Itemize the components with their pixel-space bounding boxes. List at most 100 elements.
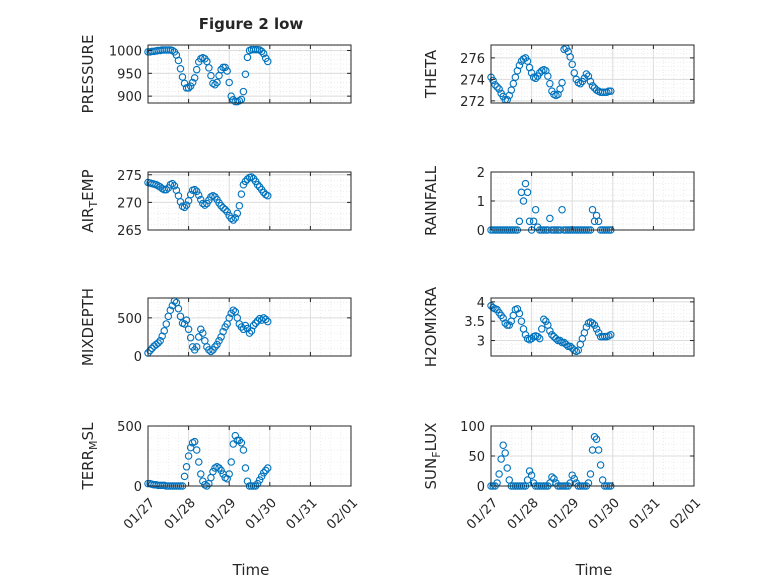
data-point [170, 182, 179, 190]
data-point [594, 329, 603, 337]
data-point [162, 320, 171, 328]
y-tick-label: 0 [477, 224, 485, 239]
series-markers [144, 45, 272, 106]
y-axis-label: AIRTEMP [79, 169, 100, 232]
data-point [495, 470, 503, 478]
data-point [229, 306, 238, 314]
data-point [199, 477, 207, 485]
data-point [223, 208, 231, 216]
data-point [607, 330, 615, 339]
data-point [239, 325, 248, 334]
data-point [223, 67, 231, 75]
x-tick-label: 01/29 [202, 496, 239, 533]
data-point [525, 217, 534, 226]
y-tick-label: 2 [477, 166, 485, 181]
y-tick-label: 4 [477, 296, 485, 311]
data-point [537, 325, 546, 333]
data-point [190, 74, 199, 82]
x-tick-label: 01/31 [626, 496, 663, 533]
subplot-terr_msl: 0 500 01/27 01/28 01/29 01/30 01/31 02/01 TERRMS… [79, 420, 361, 533]
data-point [231, 431, 240, 440]
x-tick-label: 01/28 [505, 496, 542, 533]
data-point [521, 179, 530, 188]
data-point [211, 343, 219, 351]
data-point [533, 332, 542, 341]
data-point [211, 80, 219, 89]
data-point [550, 475, 558, 483]
data-point [523, 476, 532, 484]
data-point [245, 329, 254, 337]
data-point [176, 312, 185, 321]
series-markers [144, 431, 272, 490]
series-markers [487, 301, 615, 356]
data-point [190, 437, 199, 446]
data-point [203, 57, 211, 66]
data-point [570, 69, 578, 77]
x-axis-label-left: Time [232, 561, 270, 579]
data-point [511, 73, 520, 81]
data-point [264, 57, 272, 66]
data-point [184, 84, 193, 92]
y-tick-label: 275 [117, 169, 142, 184]
data-point [568, 471, 576, 479]
data-point [564, 342, 572, 351]
data-point [152, 340, 160, 349]
data-point [253, 479, 262, 488]
data-point [241, 70, 250, 78]
data-point [180, 320, 189, 328]
data-point [257, 472, 266, 481]
data-point [493, 83, 501, 91]
data-point [221, 63, 229, 72]
data-point [604, 87, 613, 95]
data-point [235, 201, 244, 210]
data-point [186, 333, 195, 342]
data-point [213, 78, 221, 87]
data-point [588, 82, 597, 90]
data-point [227, 214, 235, 223]
data-point [160, 327, 168, 335]
data-point [594, 217, 603, 226]
data-point [503, 464, 511, 472]
data-point [507, 86, 516, 94]
data-point [160, 185, 168, 194]
series-markers [144, 173, 272, 224]
y-tick-label: 3.5 [464, 315, 485, 330]
data-point [588, 319, 597, 327]
data-point [219, 63, 227, 72]
data-point [192, 343, 201, 351]
data-point [233, 436, 242, 445]
data-point [544, 72, 552, 80]
data-point [566, 53, 574, 61]
data-point [199, 329, 207, 337]
data-point [192, 187, 201, 196]
data-point [568, 60, 576, 69]
data-point [186, 190, 195, 199]
data-point [558, 205, 566, 214]
data-point [213, 340, 221, 349]
x-tick-label: 01/30 [243, 496, 280, 533]
data-point [174, 56, 183, 65]
data-point [247, 173, 256, 181]
data-point [190, 185, 199, 194]
data-point [576, 79, 585, 88]
subplot-rainfall: 0 1 2 RAINFALL [422, 165, 695, 239]
data-point [590, 321, 599, 329]
data-point [519, 197, 528, 205]
data-point [594, 446, 603, 454]
data-point [525, 467, 534, 475]
data-point [192, 65, 201, 74]
data-point [570, 475, 578, 483]
data-point [546, 327, 554, 335]
x-tick-label: 01/28 [162, 496, 199, 533]
y-tick-label: 276 [460, 52, 485, 67]
data-point [180, 79, 189, 88]
data-point [239, 87, 248, 96]
data-point [227, 92, 235, 100]
y-tick-label: 272 [460, 95, 485, 110]
data-point [531, 205, 540, 214]
data-point [148, 344, 156, 353]
y-tick-label: 500 [117, 312, 142, 327]
data-point [558, 338, 566, 347]
data-point [192, 446, 201, 454]
data-point [235, 436, 244, 445]
